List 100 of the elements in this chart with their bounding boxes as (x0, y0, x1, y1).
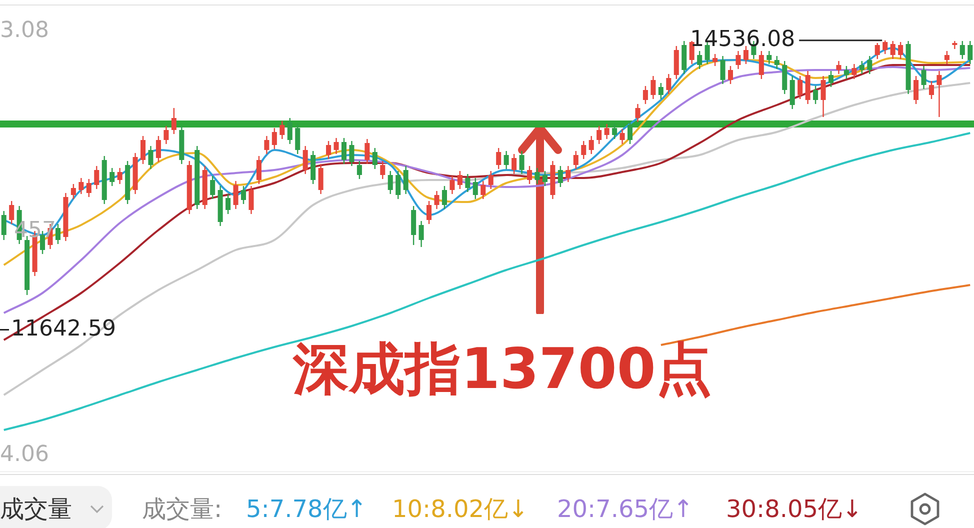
candlestick (472, 177, 478, 200)
candlestick (380, 160, 386, 180)
candlestick (813, 85, 818, 105)
text: 20:7.65亿↑ (557, 495, 694, 523)
candlestick (248, 185, 254, 215)
candlestick (156, 135, 161, 163)
candlestick (728, 65, 734, 85)
candlestick (898, 41, 904, 60)
ref-line-label: 14536.08 (690, 27, 796, 52)
candlestick (287, 117, 292, 145)
candlestick (844, 65, 849, 80)
candlestick (944, 50, 950, 65)
candlestick (86, 178, 92, 198)
candlestick (836, 60, 842, 75)
candlestick (921, 65, 926, 90)
candlestick (519, 150, 524, 175)
candlestick (612, 123, 618, 140)
candlestick (527, 165, 532, 185)
candlestick (396, 170, 401, 200)
text: 成交量 (0, 495, 72, 523)
candlestick (542, 170, 548, 187)
candlestick (356, 160, 362, 180)
candlestick (364, 138, 370, 165)
candlestick (534, 167, 540, 185)
candlestick (264, 135, 270, 155)
candlestick (766, 50, 772, 65)
candlestick (256, 155, 262, 185)
candlestick (1, 210, 6, 241)
candlestick (504, 150, 509, 170)
candlestick (326, 140, 332, 160)
candlestick (596, 125, 602, 145)
candlestick (642, 85, 648, 105)
candlestick (960, 40, 965, 60)
candlestick (280, 120, 285, 140)
candlestick (658, 82, 664, 100)
candlestick (496, 147, 502, 170)
candlestick (697, 50, 702, 70)
candlestick (859, 60, 864, 75)
candlestick (828, 70, 834, 88)
candlestick (110, 167, 115, 187)
candlestick (620, 128, 625, 145)
candlestick (403, 165, 408, 195)
candlestick (117, 167, 122, 185)
candlestick (720, 55, 726, 85)
candlestick (240, 185, 246, 205)
candlestick (210, 175, 216, 200)
candlestick (465, 173, 470, 193)
candlestick (712, 53, 718, 67)
candlestick (233, 180, 238, 210)
candlestick (341, 137, 347, 165)
text: 5:7.78亿↑ (246, 495, 367, 523)
candlestick (349, 140, 354, 167)
candlestick (968, 40, 973, 65)
candlestick (334, 137, 339, 155)
annotation: 深成指13700点 (293, 337, 712, 402)
candlestick (78, 177, 84, 195)
candlestick (442, 185, 447, 210)
candlestick (820, 75, 826, 118)
candlestick (852, 63, 857, 80)
candlestick (882, 40, 888, 55)
candlestick (9, 200, 14, 225)
candlestick (272, 127, 277, 150)
candlestick (318, 163, 324, 195)
candlestick (566, 165, 571, 183)
candlestick (928, 80, 934, 100)
candlestick (758, 50, 764, 80)
candlestick (573, 150, 578, 170)
candlestick (94, 165, 100, 190)
candlestick (689, 40, 694, 65)
candlestick (627, 120, 633, 145)
candlestick (914, 75, 919, 105)
candlestick (148, 145, 154, 170)
candlestick (426, 200, 432, 225)
candlestick (450, 175, 455, 195)
candlestick (388, 170, 393, 195)
candlestick (418, 220, 424, 248)
candlestick (588, 135, 594, 155)
candlestick (650, 75, 656, 100)
candlestick (171, 107, 176, 135)
candlestick (226, 193, 231, 215)
candlestick (798, 75, 803, 100)
annotation: 3.08 (0, 18, 49, 43)
candlestick (140, 135, 146, 165)
annotation: 4.06 (0, 442, 49, 467)
candlestick (70, 183, 76, 200)
candlestick (302, 145, 308, 175)
candlestick (434, 190, 440, 210)
text: 30:8.05亿↓ (726, 495, 862, 523)
candlestick (295, 123, 300, 155)
candlestick (743, 45, 748, 65)
candlestick (164, 125, 169, 145)
candlestick (488, 170, 494, 190)
candlestick (457, 170, 462, 190)
candlestick (952, 40, 958, 50)
candlestick (635, 103, 640, 123)
candlestick (736, 50, 741, 70)
text: 成交量: (142, 495, 222, 523)
candlestick (604, 123, 610, 140)
candlestick (666, 73, 672, 95)
candlestick (581, 140, 586, 160)
